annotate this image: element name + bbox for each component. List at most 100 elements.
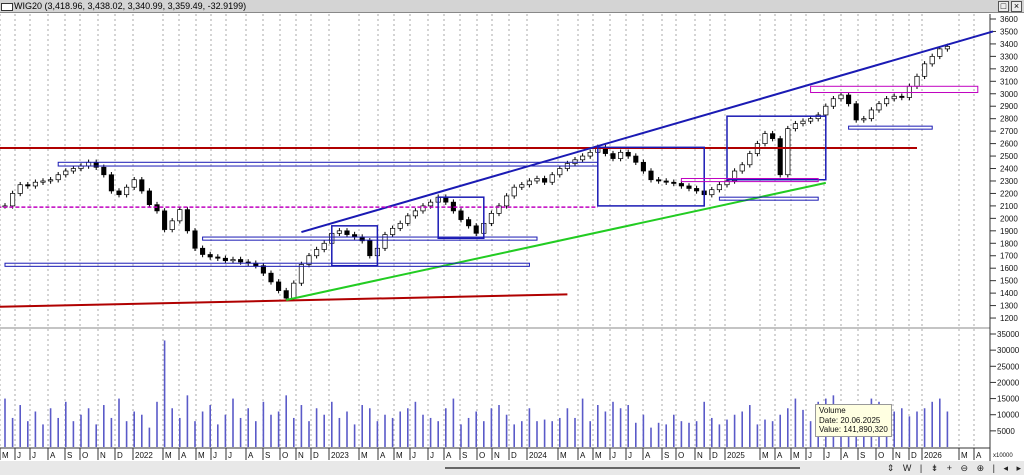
level-band	[848, 125, 933, 130]
x-tick-label: N	[697, 451, 703, 460]
x-tick-label: J	[32, 451, 36, 460]
x-tick-label: J	[430, 451, 434, 460]
y-tick-label: 3100	[1000, 77, 1018, 86]
x-tick-label: A	[777, 451, 783, 460]
candle-body	[428, 201, 434, 207]
candle-body	[283, 290, 289, 299]
x-tick-label: O	[82, 451, 88, 460]
candle-body	[268, 272, 274, 283]
candle-body	[739, 164, 745, 172]
x-tick-label: A	[380, 451, 386, 460]
candle-body	[937, 48, 943, 57]
x-tick-label: D	[911, 451, 917, 460]
candle-body	[321, 242, 327, 250]
window-icon	[1, 3, 13, 11]
y-tick-label: 1400	[1000, 289, 1018, 298]
candle-body	[823, 105, 829, 116]
candle-body	[390, 227, 396, 235]
chart-tool-icons[interactable]: ⇕ W | ⇟ + ⊖ ⊕ | ◂ ▸	[886, 463, 1024, 473]
candle-body	[846, 94, 852, 105]
candle-body	[139, 179, 145, 192]
candle-body	[671, 181, 677, 184]
y-tick-label: 2500	[1000, 152, 1018, 161]
candle-body	[808, 118, 814, 122]
price-volume-chart[interactable]: M J J A S O N D 2022 M A M J J A S O N D 2023 M A M J J A S O N D 2024…	[0, 0, 1024, 461]
candle-body	[557, 168, 563, 176]
candle-body	[914, 75, 920, 87]
x-tick-label: A	[580, 451, 586, 460]
x-tick-label: A	[645, 451, 651, 460]
y-tick-label: 1900	[1000, 227, 1018, 236]
consolidation-box	[597, 146, 705, 207]
candle-body	[169, 220, 175, 230]
candle-body	[678, 183, 684, 187]
candle-body	[709, 189, 715, 196]
maximize-icon[interactable]: □	[998, 1, 1009, 12]
tooltip-value: Value: 141,890,320	[819, 425, 888, 434]
window-title: WIG20 (3,418.96, 3,438.02, 3,340.99, 3,3…	[14, 1, 247, 11]
candle-body	[777, 138, 783, 176]
x-tick-label: J	[808, 451, 812, 460]
candle-body	[526, 180, 532, 186]
candle-body	[762, 133, 768, 144]
x-tick-label: 2022	[135, 451, 153, 460]
candle-body	[724, 180, 730, 186]
candle-body	[610, 153, 616, 159]
candle-body	[792, 123, 798, 129]
x-tick-label: M	[165, 451, 172, 460]
x-tick-label: S	[664, 451, 669, 460]
candle-body	[367, 240, 373, 257]
y-tick-label: 2200	[1000, 189, 1018, 198]
volume-tick-label: 30000	[997, 346, 1020, 355]
trend-line	[285, 181, 827, 301]
x-tick-label: O	[878, 451, 884, 460]
candle-body	[276, 281, 282, 291]
x-tick-label: J	[412, 451, 416, 460]
consolidation-box	[726, 115, 827, 181]
candle-body	[420, 205, 426, 212]
candle-body	[732, 170, 738, 182]
candle-body	[108, 174, 114, 192]
x-tick-label: O	[282, 451, 288, 460]
x-tick-label: J	[612, 451, 616, 460]
x-tick-label: D	[117, 451, 123, 460]
candle-body	[291, 282, 297, 299]
candle-body	[86, 161, 92, 167]
x-tick-label: M	[396, 451, 403, 460]
x-tick-label: A	[50, 451, 56, 460]
candle-body	[162, 210, 168, 230]
candle-body	[192, 230, 198, 249]
candle-body	[549, 174, 555, 183]
candle-body	[572, 159, 578, 164]
candle-body	[70, 168, 76, 172]
candle-body	[17, 184, 23, 194]
candle-body	[648, 170, 654, 181]
candle-body	[32, 181, 38, 187]
candle-body	[868, 109, 874, 120]
candle-body	[496, 205, 502, 214]
y-tick-label: 2100	[1000, 202, 1018, 211]
x-tick-label: S	[860, 451, 865, 460]
x-tick-label: 2023	[331, 451, 349, 460]
candle-body	[906, 85, 912, 98]
candle-body	[884, 98, 890, 105]
consolidation-box	[437, 196, 485, 240]
candle-body	[260, 265, 266, 274]
x-tick-label: D	[511, 451, 517, 460]
close-icon[interactable]: ×	[1011, 1, 1022, 12]
candle-body	[230, 259, 236, 262]
x-tick-label: M	[762, 451, 769, 460]
x-tick-label: A	[248, 451, 254, 460]
horizontal-scrollbar[interactable]	[445, 467, 800, 469]
candle-body	[876, 103, 882, 111]
tooltip-title: Volume	[819, 406, 846, 415]
level-band	[57, 161, 599, 167]
volume-tick-label: 5000	[997, 427, 1015, 436]
window-title-bar: WIG20 (3,418.96, 3,438.02, 3,340.99, 3,3…	[0, 0, 1024, 13]
trend-line	[0, 293, 568, 308]
candle-body	[336, 230, 342, 234]
candle-body	[694, 188, 700, 192]
candle-body	[488, 213, 494, 224]
y-tick-label: 3300	[1000, 52, 1018, 61]
x-tick-label: J	[17, 451, 21, 460]
